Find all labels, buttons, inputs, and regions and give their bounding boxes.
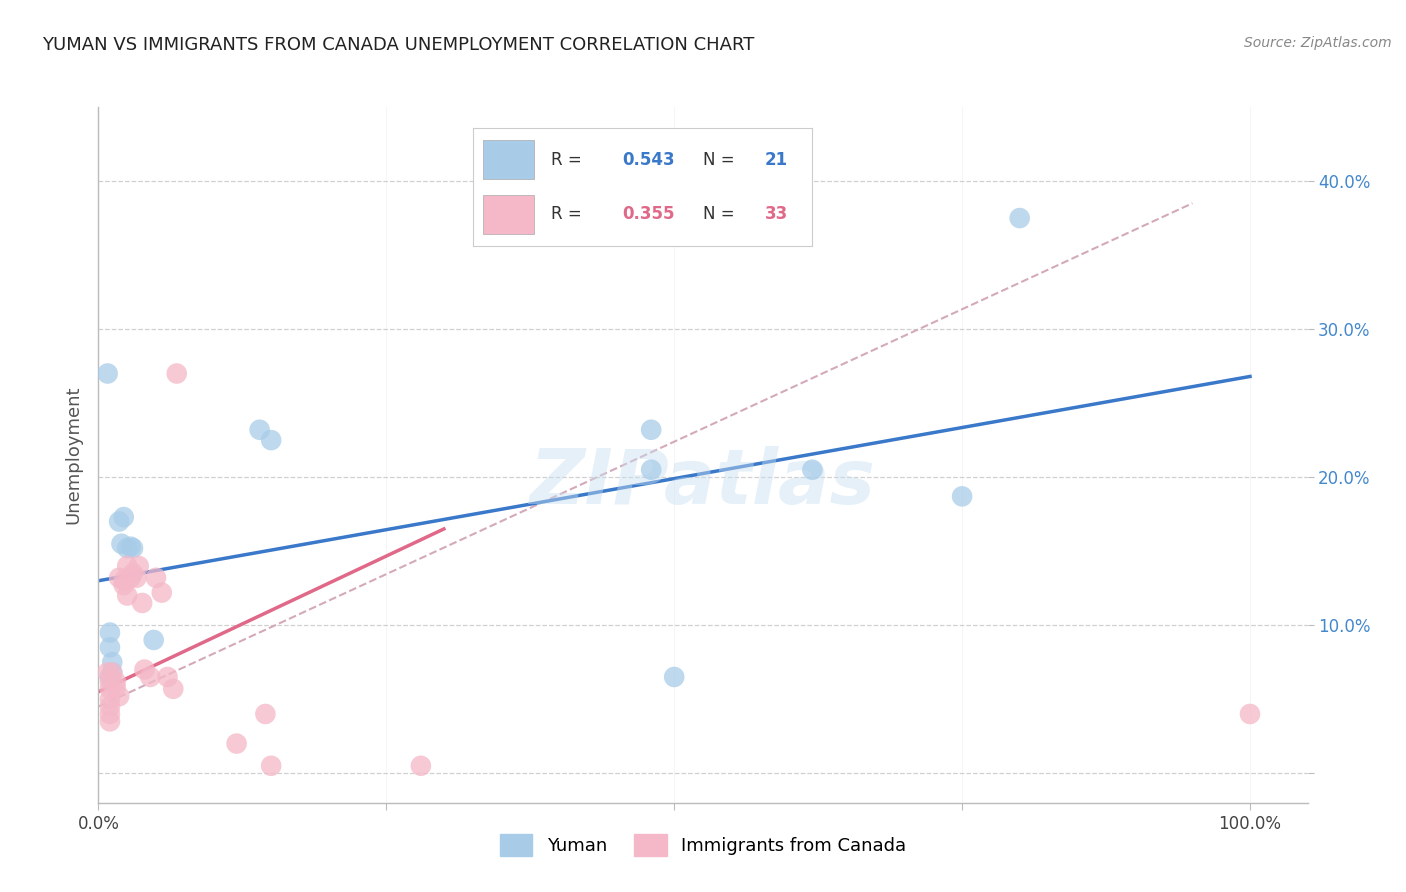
Point: [1239, 706, 1261, 721]
Point: [120, 540, 142, 554]
Point: [225, 737, 247, 751]
Point: [98, 674, 121, 689]
Point: [104, 681, 127, 695]
Point: [101, 665, 124, 680]
Text: Source: ZipAtlas.com: Source: ZipAtlas.com: [1244, 36, 1392, 50]
Point: [166, 367, 188, 381]
Point: [110, 537, 132, 551]
Point: [125, 571, 148, 585]
Point: [98, 681, 121, 696]
Point: [122, 566, 145, 581]
Point: [150, 585, 173, 599]
Point: [104, 674, 127, 689]
Point: [112, 574, 135, 588]
Point: [97, 367, 120, 381]
Y-axis label: Unemployment: Unemployment: [65, 385, 83, 524]
Point: [409, 759, 432, 773]
Point: [254, 706, 277, 721]
Point: [98, 706, 121, 721]
Legend: Yuman, Immigrants from Canada: Yuman, Immigrants from Canada: [492, 827, 914, 863]
Point: [115, 558, 138, 573]
Point: [1008, 211, 1031, 225]
Point: [801, 463, 824, 477]
Point: [101, 655, 124, 669]
Point: [108, 690, 131, 704]
Point: [98, 670, 121, 684]
Point: [260, 759, 283, 773]
Point: [98, 692, 121, 706]
Point: [128, 558, 150, 573]
Point: [640, 423, 662, 437]
Point: [115, 541, 138, 556]
Point: [112, 510, 135, 524]
Point: [98, 625, 121, 640]
Point: [131, 596, 153, 610]
Point: [139, 670, 162, 684]
Point: [134, 663, 156, 677]
Point: [97, 665, 120, 680]
Point: [249, 423, 271, 437]
Point: [108, 515, 131, 529]
Point: [115, 589, 138, 603]
Point: [162, 681, 184, 696]
Point: [120, 571, 142, 585]
Point: [260, 433, 283, 447]
Text: ZIPatlas: ZIPatlas: [530, 446, 876, 520]
Point: [640, 463, 662, 477]
Point: [98, 714, 121, 729]
Point: [156, 670, 179, 684]
Point: [108, 571, 131, 585]
Point: [950, 489, 973, 503]
Point: [101, 665, 124, 680]
Text: YUMAN VS IMMIGRANTS FROM CANADA UNEMPLOYMENT CORRELATION CHART: YUMAN VS IMMIGRANTS FROM CANADA UNEMPLOY…: [42, 36, 755, 54]
Point: [122, 541, 145, 556]
Point: [98, 699, 121, 714]
Point: [142, 632, 165, 647]
Point: [664, 670, 686, 684]
Point: [98, 640, 121, 655]
Point: [112, 578, 135, 592]
Point: [145, 571, 167, 585]
